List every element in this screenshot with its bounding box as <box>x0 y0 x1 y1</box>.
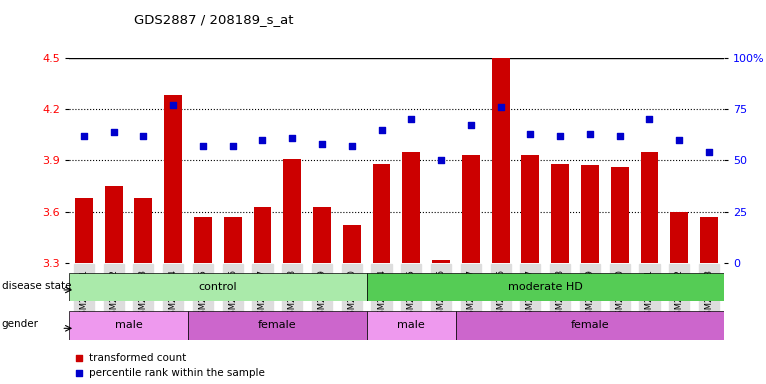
Point <box>107 129 119 135</box>
Point <box>673 137 686 143</box>
Point <box>465 122 477 129</box>
Bar <box>456 311 724 340</box>
Bar <box>462 155 480 263</box>
Bar <box>581 166 599 263</box>
Bar <box>670 212 688 263</box>
Bar <box>432 260 450 263</box>
Bar <box>402 152 421 263</box>
Point <box>77 132 90 139</box>
Bar <box>283 159 301 263</box>
Bar <box>522 155 539 263</box>
Point <box>524 131 536 137</box>
Point <box>316 141 328 147</box>
Point <box>286 135 298 141</box>
Point <box>480 300 492 306</box>
Point <box>405 116 417 122</box>
Point <box>643 116 656 122</box>
Bar <box>164 95 182 263</box>
Bar <box>372 164 391 263</box>
Text: male: male <box>115 320 142 331</box>
Text: gender: gender <box>2 319 38 329</box>
Bar <box>135 198 152 263</box>
Point <box>435 157 447 163</box>
Point <box>480 161 492 167</box>
Text: GDS2887 / 208189_s_at: GDS2887 / 208189_s_at <box>134 13 293 26</box>
Point <box>345 143 358 149</box>
Bar <box>188 311 367 340</box>
Text: control: control <box>198 282 237 292</box>
Bar <box>611 167 629 263</box>
Bar <box>640 152 659 263</box>
Text: disease state: disease state <box>2 281 71 291</box>
Point <box>495 104 507 110</box>
Point <box>584 131 596 137</box>
Bar <box>367 311 456 340</box>
Text: transformed count: transformed count <box>89 353 186 363</box>
Point <box>375 126 388 132</box>
Point <box>227 143 239 149</box>
Bar <box>367 273 724 301</box>
Point <box>197 143 209 149</box>
Text: male: male <box>398 320 425 331</box>
Bar <box>254 207 271 263</box>
Bar <box>69 311 188 340</box>
Point <box>257 137 269 143</box>
Bar <box>492 58 509 263</box>
Bar <box>313 207 331 263</box>
Point <box>554 132 566 139</box>
Text: moderate HD: moderate HD <box>508 282 583 292</box>
Bar <box>105 186 123 263</box>
Text: percentile rank within the sample: percentile rank within the sample <box>89 368 264 378</box>
Bar <box>194 217 212 263</box>
Point <box>703 149 715 155</box>
Point <box>137 132 149 139</box>
Bar <box>552 164 569 263</box>
Bar <box>75 198 93 263</box>
Bar <box>69 273 367 301</box>
Text: female: female <box>571 320 609 331</box>
Point <box>167 102 179 108</box>
Bar <box>343 225 361 263</box>
Point <box>614 132 626 139</box>
Bar <box>224 217 241 263</box>
Text: female: female <box>258 320 296 331</box>
Bar <box>700 217 718 263</box>
